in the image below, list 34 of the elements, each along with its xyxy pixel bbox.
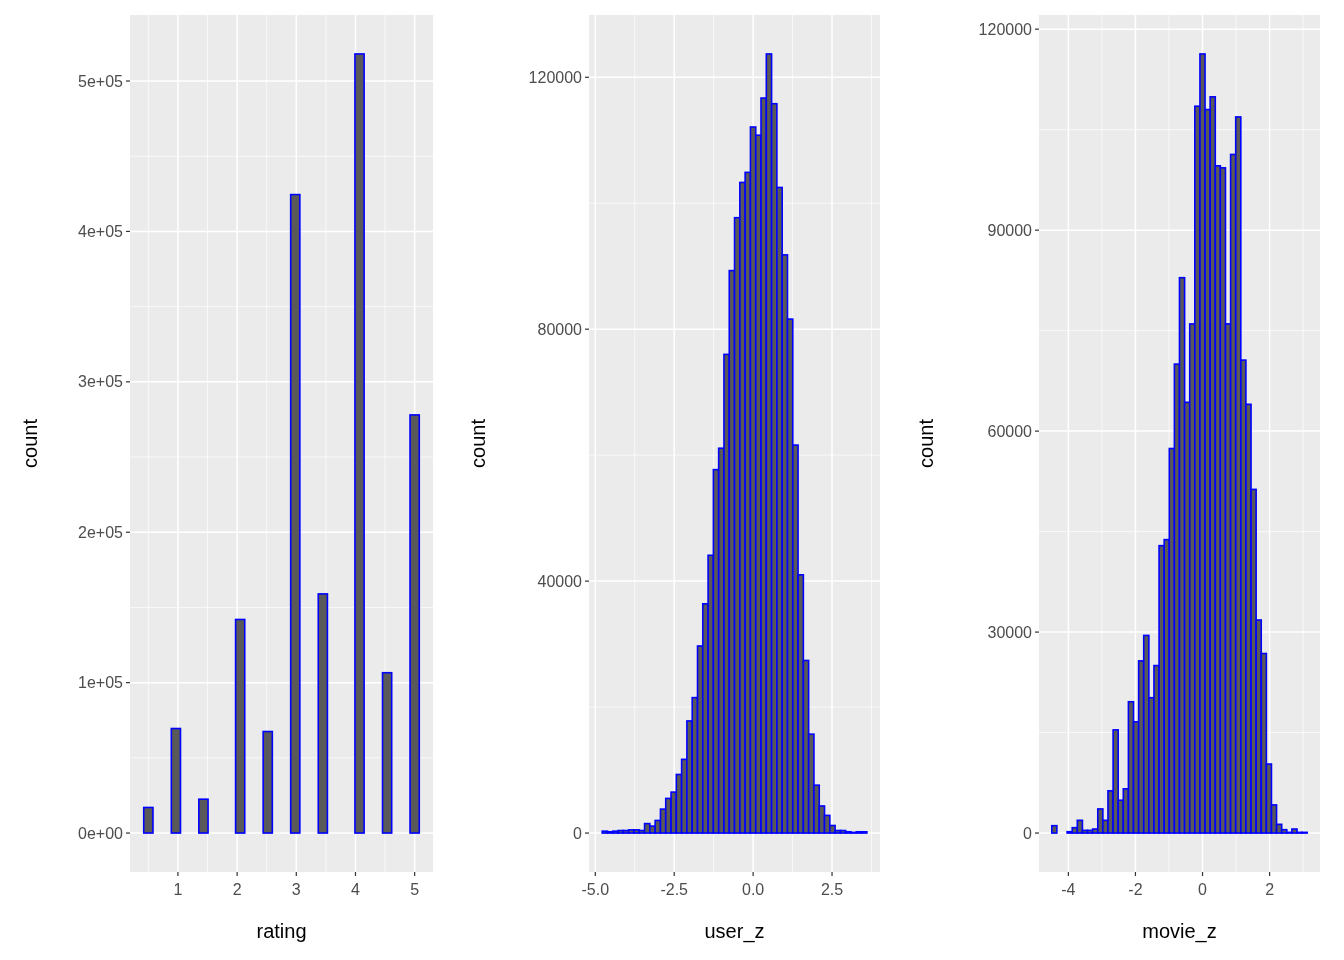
y-axis-title: count	[467, 418, 489, 468]
x-tick-label: -5.0	[581, 881, 610, 898]
x-axis-title: rating	[256, 920, 307, 942]
x-tick-label: -2	[1128, 881, 1143, 898]
x-axis-title: user_z	[704, 920, 765, 943]
x-tick-label: 2	[232, 881, 242, 898]
y-tick-label: 3e+05	[78, 373, 124, 391]
y-tick-label: 4e+05	[78, 223, 124, 241]
x-tick-label: 3	[291, 881, 301, 898]
y-tick-label: 2e+05	[78, 523, 124, 541]
x-tick-label: 2	[1265, 881, 1275, 898]
y-tick-label: 120000	[978, 20, 1033, 38]
y-tick-label: 90000	[987, 221, 1033, 239]
y-tick-label: 40000	[537, 572, 583, 590]
y-tick-label: 60000	[987, 422, 1033, 440]
x-tick-label: 0	[1198, 881, 1208, 898]
y-tick-label: 1e+05	[78, 674, 124, 692]
y-tick-label: 0	[1023, 824, 1033, 842]
y-tick-label: 5e+05	[78, 72, 124, 90]
x-tick-label: 0.0	[742, 881, 765, 898]
y-tick-label: 30000	[987, 623, 1033, 641]
y-tick-label: 0e+00	[78, 824, 124, 842]
x-tick-label: 1	[173, 881, 183, 898]
x-tick-label: 4	[351, 881, 361, 898]
y-tick-label: 80000	[537, 320, 583, 338]
y-tick-label: 0	[573, 824, 583, 842]
x-tick-label: -4	[1061, 881, 1076, 898]
y-axis-title: count	[915, 418, 937, 468]
y-axis-title: count	[19, 418, 41, 468]
y-tick-label: 120000	[528, 68, 583, 86]
x-axis-title: movie_z	[1142, 920, 1217, 943]
x-tick-label: 2.5	[820, 881, 844, 898]
x-tick-label: 5	[410, 881, 420, 898]
x-tick-label: -2.5	[660, 881, 689, 898]
